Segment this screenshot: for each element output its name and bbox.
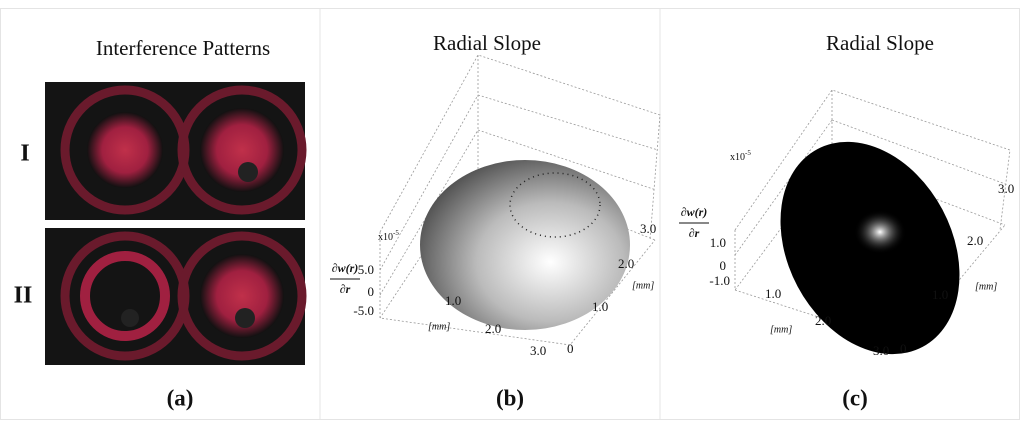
y-tick-label: 0 [900,341,907,356]
y-tick-label: 3.0 [998,181,1014,196]
caption: (a) [167,385,194,410]
z-label: ∂w(r) [332,261,359,275]
z-tick-label: 1.0 [710,235,726,250]
x-tick-label: 1.0 [765,286,781,301]
scale-exponent: -5 [393,229,399,237]
z-tick-label: 0 [720,258,727,273]
caption: (c) [842,385,868,410]
x-unit: [mm] [428,321,450,332]
surface [420,160,630,330]
scale-base: x10 [378,232,393,243]
peak [854,210,906,254]
z-label: ∂r [340,282,351,296]
y-tick-label: 0 [567,341,574,356]
scale-base: x10 [730,152,745,163]
y-unit: [mm] [632,280,654,291]
caption: (b) [496,385,524,410]
z-tick-label: -1.0 [709,273,730,288]
x-tick-label: 2.0 [485,321,501,336]
y-tick-label: 1.0 [592,299,608,314]
region-outline [509,172,601,238]
panel-title: Radial Slope [826,31,934,55]
z-tick-label: -5.0 [353,303,374,318]
x-tick-label: 3.0 [873,343,889,358]
scale-exponent: -5 [745,149,751,157]
row-label: I [20,141,29,167]
frame [0,8,1020,420]
scale: x10-5 [378,229,399,244]
y-unit: [mm] [975,281,997,292]
z-label: ∂r [689,226,700,240]
row-label: II [14,283,33,309]
x-tick-label: 1.0 [445,293,461,308]
x-tick-label: 2.0 [815,313,831,328]
z-tick-label: 0 [368,284,375,299]
y-tick-label: 2.0 [618,256,634,271]
scale: x10-5 [730,149,751,164]
y-tick-label: 3.0 [640,221,656,236]
pattern-image [45,82,307,220]
pattern-image [45,228,307,365]
z-tick-label: 5.0 [358,262,374,277]
panel-title: Radial Slope [433,31,541,55]
y-tick-label: 1.0 [932,287,948,302]
x-unit: [mm] [770,324,792,335]
panel-title: Interference Patterns [96,36,270,60]
x-tick-label: 3.0 [530,343,546,358]
y-tick-label: 2.0 [967,233,983,248]
z-label: ∂w(r) [681,205,708,219]
